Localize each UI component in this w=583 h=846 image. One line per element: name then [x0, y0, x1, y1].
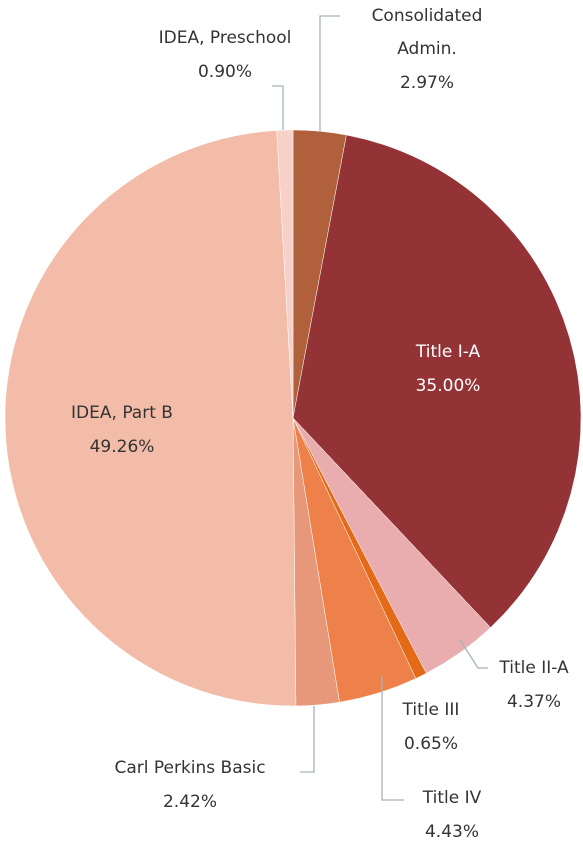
slice-label: Title III 0.65% — [403, 693, 460, 761]
slice-label: IDEA, Part B 49.26% — [71, 396, 173, 464]
category-label: Carl Perkins Basic — [114, 758, 266, 778]
leader-line — [300, 706, 315, 773]
leader-line — [319, 15, 340, 132]
pie-slice — [292, 134, 582, 628]
leader-line — [272, 85, 284, 130]
category-label: Title II-A — [499, 658, 569, 678]
value-label: 49.26% — [89, 437, 155, 457]
pie-slice — [4, 130, 297, 707]
category-label: Consolidated Admin. — [371, 6, 483, 59]
leader-line — [381, 676, 404, 801]
value-label: 0.90% — [197, 62, 252, 82]
category-label: Title III — [402, 700, 460, 720]
slice-label: Consolidated Admin. 2.97% — [342, 0, 512, 100]
slice-label: Title IV 4.43% — [423, 781, 481, 846]
slice-label: Title I-A 35.00% — [416, 335, 481, 403]
value-label: 0.65% — [403, 734, 459, 754]
slice-label: Title II-A 4.37% — [499, 651, 568, 719]
category-label: Title I-A — [415, 342, 481, 362]
leader-line — [459, 639, 488, 669]
value-label: 2.97% — [399, 73, 454, 93]
pie-slice — [276, 129, 294, 419]
category-label: IDEA, Part B — [71, 403, 173, 423]
category-label: IDEA, Preschool — [158, 28, 292, 48]
value-label: 4.43% — [424, 822, 480, 842]
slice-label: IDEA, Preschool 0.90% — [159, 21, 292, 89]
value-label: 4.37% — [506, 692, 562, 712]
leader-lines — [272, 15, 488, 801]
value-label: 35.00% — [415, 376, 481, 396]
value-label: 2.42% — [162, 792, 218, 812]
category-label: Title IV — [422, 788, 482, 808]
slice-label: Carl Perkins Basic 2.42% — [114, 751, 265, 819]
